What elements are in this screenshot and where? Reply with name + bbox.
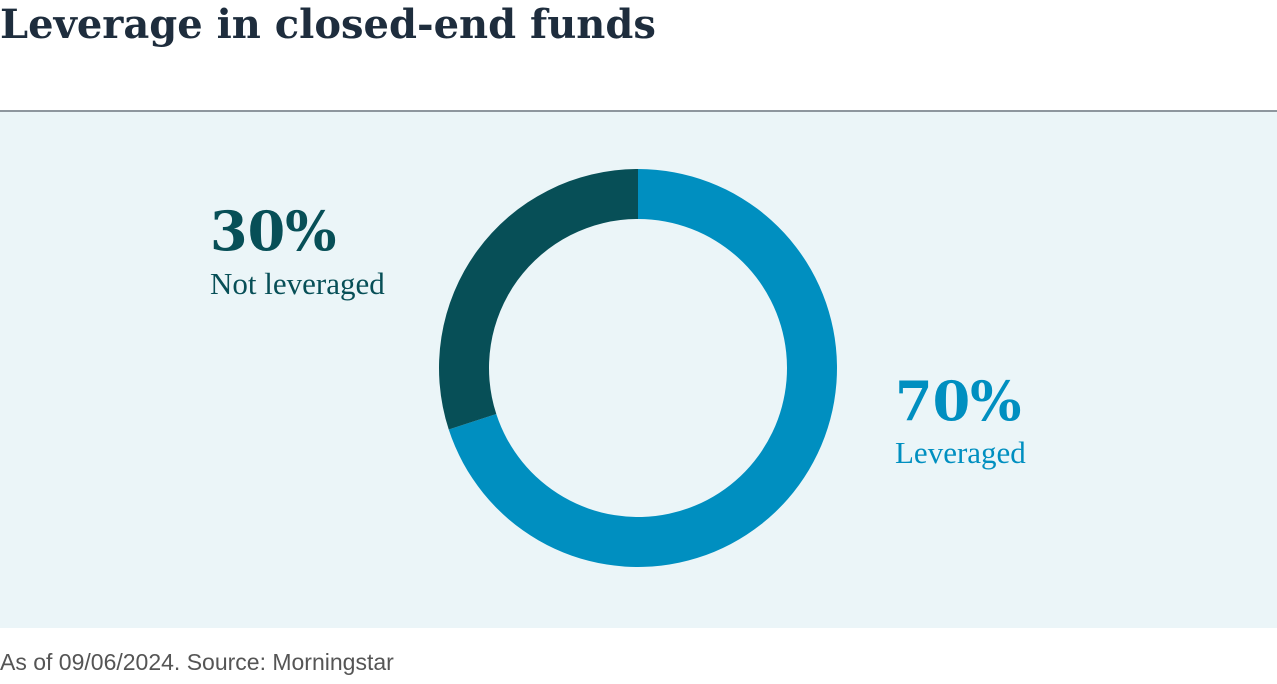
chart-title: Leverage in closed-end funds [0,1,656,48]
value-label: 70% [895,369,1021,433]
value-label: 30% [210,199,336,263]
category-label: Not leveraged [210,266,385,301]
donut-segment [438,169,638,430]
source-note: As of 09/06/2024. Source: Morningstar [0,649,394,675]
category-label: Leveraged [895,435,1026,470]
